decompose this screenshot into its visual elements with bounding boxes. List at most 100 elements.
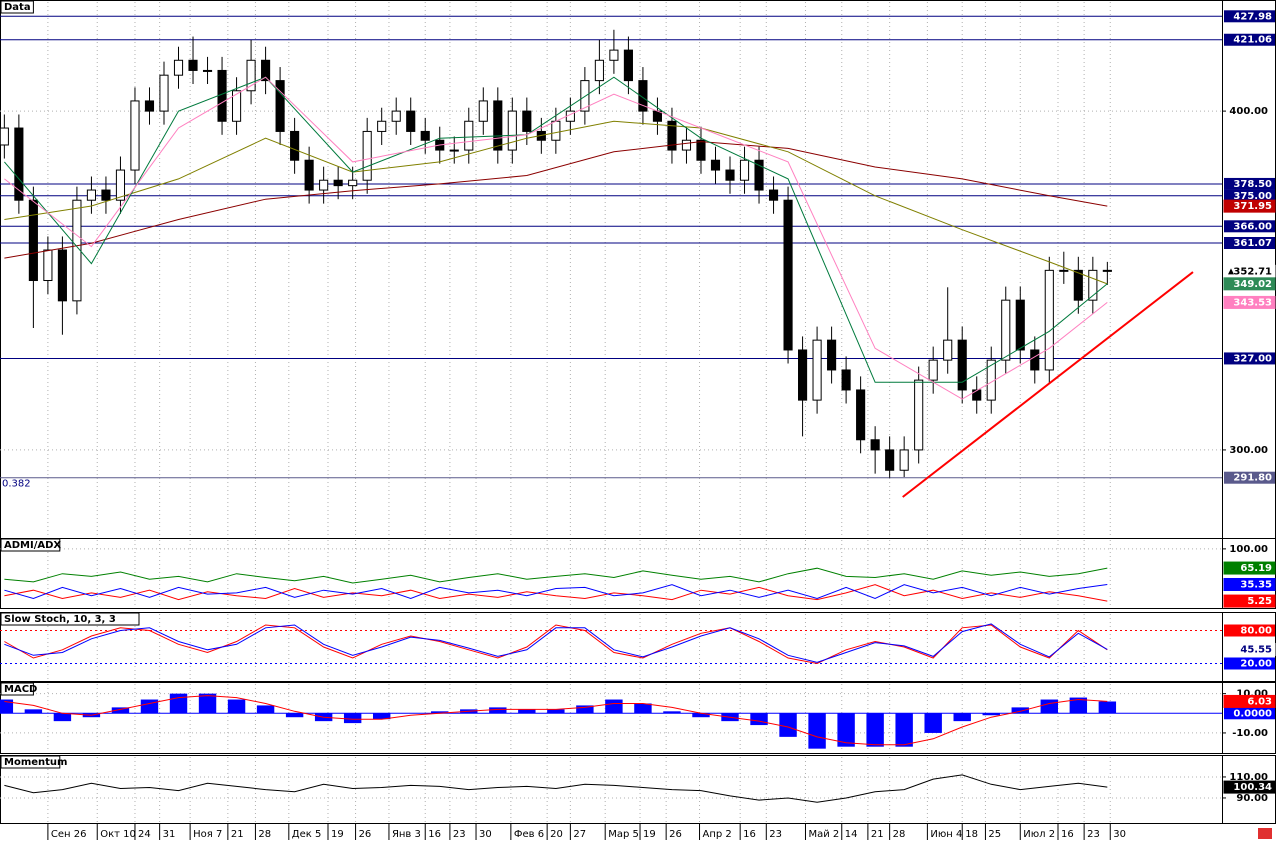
candle-body [144,100,155,112]
candle-body [972,389,982,401]
candle-body [115,169,126,201]
y-tick-label: 110.00 [1229,772,1268,783]
x-tick-label: 30 [479,829,492,840]
candle-body [391,110,401,122]
panel-title-box [0,755,61,769]
x-tick-label: 25 [988,829,1001,840]
x-tick-label: 27 [573,829,586,840]
candle-body [885,449,895,471]
level-label: 427.98 [1233,11,1272,22]
value-marker-label: 352.71 [1233,266,1272,277]
histogram-bar [924,713,942,733]
candle-body [14,127,24,201]
level-box [1224,471,1275,484]
candle-body [464,120,474,151]
marker-arrow [1228,268,1234,275]
level-label: 375.00 [1233,191,1272,202]
series-line [4,141,1108,259]
candle-body [551,120,561,141]
histogram-bar [605,699,623,714]
histogram-bar [895,713,913,747]
x-tick-label: Сен 26 [51,829,87,840]
level-box [1224,352,1275,365]
series-line [4,584,1108,600]
value-marker-box [1223,694,1276,708]
level-box [1224,707,1275,720]
candle-body [522,110,532,132]
histogram-bar [53,713,72,722]
level-label: 361.07 [1233,238,1272,249]
candle-body [827,339,837,371]
candle-body [101,189,111,201]
x-tick-label: 20 [550,829,563,840]
x-tick-label: 28 [258,829,271,840]
value-marker-box [1223,594,1276,608]
x-tick-label: 14 [845,829,858,840]
level-box [1224,189,1275,202]
panel-title-box [0,612,140,626]
corner-icon[interactable] [1258,828,1272,839]
x-tick-label: 23 [453,829,466,840]
panel-title: MACD [4,684,37,695]
value-marker-box [1223,295,1276,309]
histogram-bar [750,713,768,726]
x-tick-label: 23 [769,829,782,840]
level-box [1224,624,1275,637]
candle-body [768,189,779,201]
level-box [1224,220,1275,233]
histogram-bar [285,713,304,718]
x-tick-label: Апр 2 [703,829,732,840]
y-tick-label: 400.00 [1229,106,1268,117]
histogram-bar [1011,707,1029,714]
histogram-bar [808,713,826,749]
candle-body [696,139,706,161]
y-tick-label: -10.00 [1232,728,1268,739]
candle-body [130,100,140,171]
candle-body [348,179,358,187]
candle-body [609,49,619,61]
x-tick-label: 19 [643,829,656,840]
x-tick-label: Дек 5 [292,829,322,840]
candle-body [493,100,503,151]
level-box [1224,33,1275,46]
histogram-bar [256,705,275,714]
candle-body [217,69,227,122]
level-label: 20.00 [1240,659,1272,670]
level-box [1224,177,1275,190]
level-label: 421.06 [1233,35,1272,46]
candle-body [957,339,967,391]
candle-body [623,49,633,82]
value-marker-label: 371.95 [1233,201,1272,212]
level-box [1224,657,1275,670]
candle-body [261,59,271,82]
panel-title-box [0,538,61,552]
candle-body [667,120,677,151]
candle-body [899,449,909,471]
series-line [4,695,1108,746]
candle-body [798,349,808,401]
level-label: 80.00 [1240,626,1272,637]
y-tick-label: 100.00 [1229,544,1268,555]
series-line [4,76,1108,383]
panel-title-box [0,0,34,14]
candle-body [870,439,880,451]
candle-body [319,179,329,191]
x-tick-label: 26 [359,829,372,840]
candle-body [478,100,488,122]
x-tick-label: 21 [871,829,884,840]
candle-body [1001,299,1011,361]
series-line [4,623,1108,663]
histogram-bar [1098,701,1117,714]
candle-body [275,80,285,132]
value-marker-box [1223,561,1276,575]
x-tick-label: 30 [1113,829,1126,840]
histogram-bar [837,713,855,747]
x-tick-label: 21 [231,829,244,840]
candle-body [420,130,430,141]
candle-body [1102,269,1112,272]
candle-body [507,110,517,151]
candle-body [159,74,169,112]
value-marker-box [1223,199,1276,213]
x-tick-label: 23 [1087,829,1100,840]
